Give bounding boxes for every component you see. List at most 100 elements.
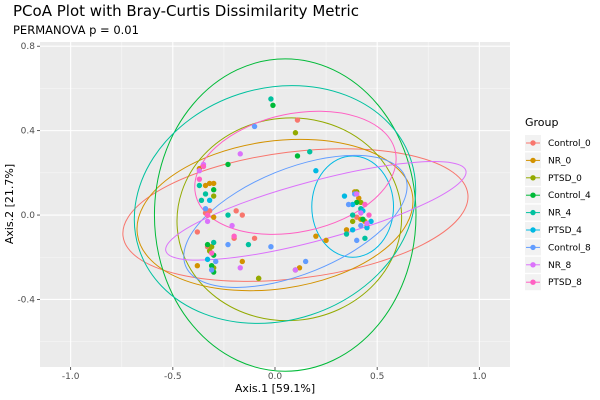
point-Control_0 (251, 235, 258, 241)
point-NR_8 (237, 265, 243, 271)
point-NR_0 (323, 237, 329, 244)
point-Control_4 (208, 263, 215, 269)
point-Control_8 (345, 201, 352, 208)
point-PTSD_4 (313, 168, 319, 174)
legend-key-point (530, 192, 536, 198)
ellipse-PTSD_8 (194, 110, 397, 235)
point-NR_4 (307, 149, 313, 155)
point-Control_0 (194, 229, 201, 235)
legend-title: Group (525, 116, 559, 129)
x-tick-label: 1.0 (472, 372, 487, 382)
point-PTSD_8 (208, 250, 215, 256)
y-tick-label: 0.4 (21, 127, 36, 137)
legend-label-PTSD_8: PTSD_8 (548, 278, 582, 288)
point-NR_8 (229, 222, 235, 229)
point-NR_8 (204, 218, 211, 225)
point-PTSD_4 (368, 218, 374, 225)
point-Control_0 (354, 214, 360, 220)
point-PTSD_4 (349, 201, 356, 208)
point-Control_4 (294, 153, 301, 159)
y-tick-label: 0.0 (21, 211, 36, 221)
point-NR_0 (356, 195, 362, 201)
point-PTSD_4 (364, 225, 370, 231)
legend-label-PTSD_0: PTSD_0 (548, 174, 582, 184)
y-tick-label: -0.4 (17, 295, 35, 305)
point-PTSD_4 (206, 197, 213, 203)
point-Control_8 (268, 244, 274, 250)
legend: Control_0 NR_0 PTSD_0 Control_4 NR_4 PTSD_4 Co… (525, 135, 591, 291)
point-NR_4 (349, 212, 356, 218)
legend-label-Control_4: Control_4 (548, 191, 591, 201)
x-tick-label: -1.0 (62, 372, 80, 382)
x-axis-title: Axis.1 [59.1%] (235, 382, 315, 395)
point-Control_4 (204, 241, 211, 248)
point-NR_4 (210, 239, 217, 246)
point-Control_8 (354, 237, 360, 244)
point-NR_4 (198, 197, 205, 203)
legend-key-point (530, 262, 536, 268)
point-NR_0 (210, 214, 217, 220)
y-axis-ticks: -0.4 0.0 0.4 0.8 (17, 42, 40, 305)
ellipse-NR_4 (133, 85, 417, 324)
point-NR_8 (196, 168, 203, 174)
x-tick-label: 0.5 (370, 372, 384, 382)
point-NR_8 (292, 267, 299, 273)
point-NR_4 (202, 191, 209, 197)
point-NR_4 (343, 231, 350, 237)
point-PTSD_8 (204, 212, 211, 218)
point-Control_8 (202, 206, 209, 212)
major-gridlines (40, 42, 510, 367)
point-NR_0 (210, 180, 217, 187)
point-NR_4 (362, 235, 368, 241)
point-NR_0 (239, 258, 246, 265)
ellipse-Control_8 (183, 154, 408, 288)
point-Control_8 (208, 267, 215, 273)
point-NR_0 (202, 182, 209, 189)
chart-subtitle: PERMANOVA p = 0.01 (13, 23, 139, 37)
point-PTSD_4 (349, 227, 356, 233)
point-PTSD_0 (210, 193, 217, 199)
legend-key-point (530, 227, 536, 233)
legend-label-NR_4: NR_4 (548, 209, 571, 219)
point-NR_0 (206, 180, 213, 187)
y-axis-title: Axis.2 [21.7%] (3, 164, 16, 244)
point-NR_4 (196, 182, 203, 189)
point-NR_8 (354, 191, 360, 197)
legend-key-point (530, 175, 536, 181)
legend-label-Control_8: Control_8 (548, 243, 591, 253)
ellipse-NR_0 (136, 138, 414, 292)
point-NR_4 (225, 212, 231, 218)
legend-label-Control_0: Control_0 (548, 139, 591, 149)
x-axis-ticks: -1.0 -0.5 0.0 0.5 1.0 (62, 367, 487, 382)
confidence-ellipses (122, 58, 469, 372)
point-Control_8 (225, 241, 231, 248)
point-PTSD_4 (341, 193, 348, 199)
point-PTSD_8 (200, 163, 207, 170)
point-NR_8 (358, 210, 364, 216)
point-NR_8 (364, 220, 370, 227)
x-tick-label: 0.0 (268, 372, 283, 382)
point-PTSD_0 (358, 199, 364, 206)
point-PTSD_8 (366, 212, 372, 218)
point-Control_4 (225, 161, 231, 168)
ellipse-PTSD_0 (176, 117, 403, 322)
point-Control_8 (251, 123, 258, 130)
point-Control_0 (233, 208, 239, 214)
point-Control_0 (239, 212, 246, 218)
ellipse-Control_0 (122, 148, 469, 282)
legend-label-PTSD_4: PTSD_4 (548, 226, 582, 236)
point-PTSD_8 (362, 201, 368, 208)
point-NR_0 (313, 233, 319, 239)
legend-label-NR_0: NR_0 (548, 156, 571, 166)
legend-key-point (530, 140, 536, 146)
legend-label-NR_8: NR_8 (548, 261, 571, 271)
point-Control_8 (302, 258, 309, 265)
point-PTSD_0 (349, 218, 356, 225)
ellipse-PTSD_4 (311, 155, 395, 258)
legend-key-point (530, 279, 536, 285)
point-PTSD_0 (208, 244, 215, 250)
point-Control_8 (213, 258, 219, 265)
point-NR_0 (343, 227, 350, 233)
legend-key-point (530, 209, 536, 216)
point-Control_8 (358, 222, 364, 229)
